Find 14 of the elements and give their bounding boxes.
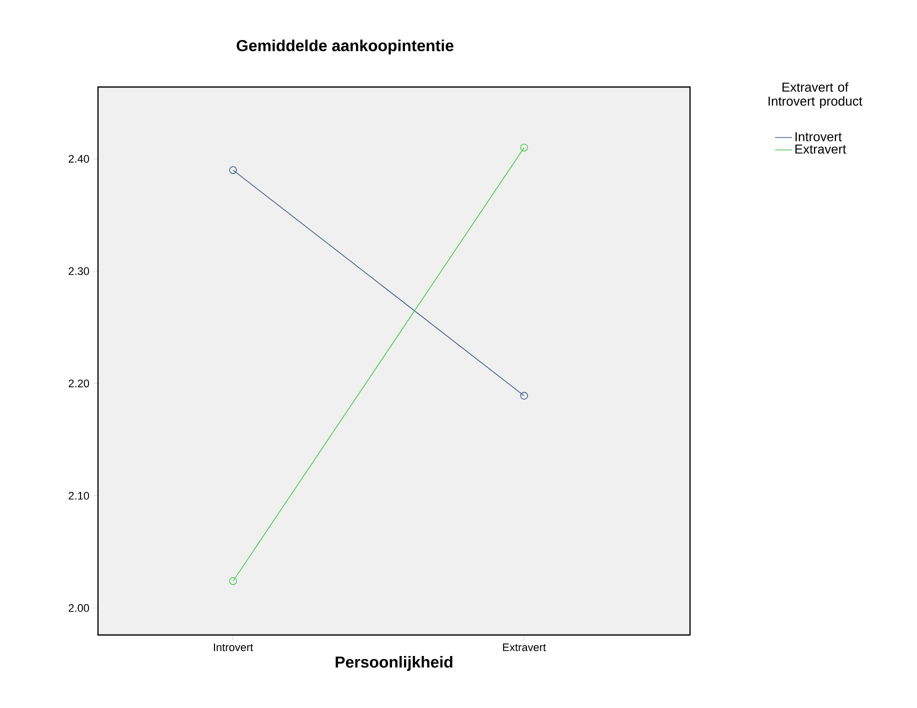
chart-title: Gemiddelde aankoopintentie <box>236 40 454 54</box>
y-tick-label: 2.40 <box>68 154 90 163</box>
y-tick-label: 2.00 <box>68 604 90 612</box>
point <box>229 577 237 585</box>
point <box>520 392 528 400</box>
y-tick-label: 2.30 <box>68 267 90 276</box>
legend-label: Introvert <box>796 132 842 142</box>
legend-title: Extravert of Introvert product <box>768 82 862 108</box>
x-axis-title: Persoonlijkheid <box>336 656 452 671</box>
point <box>229 166 237 174</box>
legend-label: Extravert <box>795 144 846 154</box>
y-tick-label: 2.20 <box>68 380 90 388</box>
point <box>520 144 528 152</box>
y-tick-label: 2.10 <box>68 492 90 500</box>
